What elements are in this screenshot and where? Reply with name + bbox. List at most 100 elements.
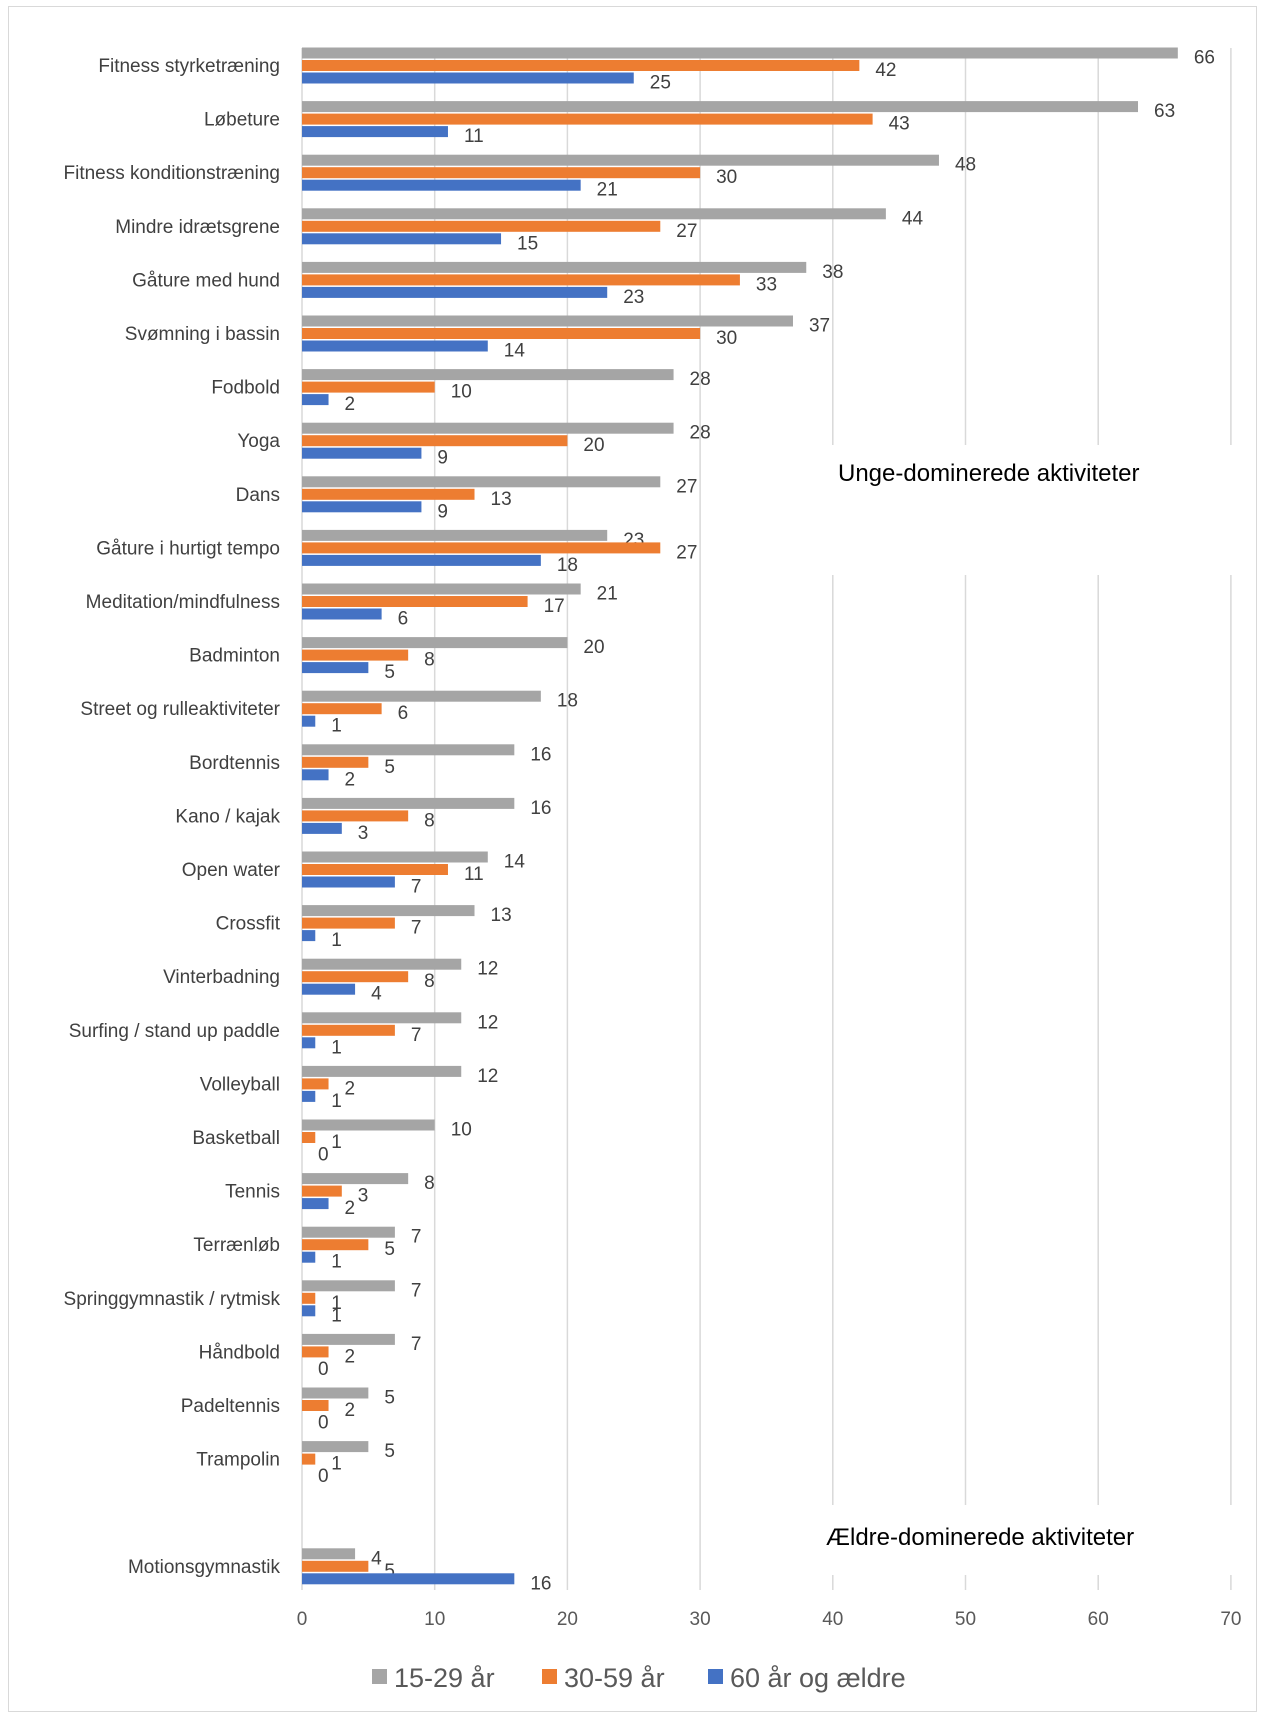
data-label: 21: [597, 584, 618, 605]
data-label: 1: [331, 1293, 342, 1314]
legend-swatch: [372, 1669, 387, 1684]
category-label: Fodbold: [211, 378, 280, 399]
category-label: Gåture i hurtigt tempo: [96, 538, 280, 559]
bar: [302, 1239, 369, 1251]
data-label: 1: [331, 716, 342, 737]
data-label: 9: [437, 448, 448, 469]
category-label: Tennis: [225, 1182, 280, 1203]
bar: [302, 1346, 329, 1358]
bar: [302, 1548, 356, 1560]
data-label: 20: [583, 637, 604, 658]
data-label: 1: [331, 1132, 342, 1153]
data-label: 23: [623, 287, 644, 308]
data-label: 11: [464, 864, 484, 885]
category-label: Motionsgymnastik: [128, 1557, 281, 1578]
category-label: Springgymnastik / rytmisk: [64, 1289, 281, 1310]
data-label: 63: [1154, 101, 1175, 122]
data-label: 8: [424, 971, 435, 992]
data-label: 7: [411, 1280, 422, 1301]
bar: [302, 1441, 369, 1453]
bar: [302, 233, 502, 245]
data-label: 12: [477, 1066, 498, 1087]
bar: [302, 1119, 435, 1131]
bar: [302, 72, 634, 84]
bar: [302, 690, 541, 702]
x-tick-label: 50: [955, 1609, 976, 1630]
data-label: 27: [676, 476, 697, 497]
data-label: 27: [676, 221, 697, 242]
x-tick-label: 0: [297, 1609, 308, 1630]
bar: [302, 435, 568, 447]
data-label: 2: [345, 1198, 356, 1219]
bar: [302, 905, 475, 917]
data-label: 0: [318, 1413, 329, 1434]
bar: [302, 447, 422, 459]
bar: [302, 797, 515, 809]
data-label: 1: [331, 1305, 342, 1326]
data-label: 42: [875, 60, 896, 81]
bar: [302, 422, 674, 434]
bar: [302, 1024, 395, 1036]
data-label: 2: [345, 769, 356, 790]
data-label: 3: [358, 823, 369, 844]
bar: [302, 1251, 316, 1263]
category-label: Fitness styrketræning: [98, 56, 280, 77]
category-label: Dans: [236, 485, 280, 506]
bar: [302, 864, 448, 875]
data-label: 7: [411, 1227, 422, 1248]
bar: [302, 756, 369, 768]
category-label: Fitness konditionstræning: [64, 163, 281, 184]
data-label: 20: [583, 435, 604, 456]
data-label: 1: [331, 930, 342, 951]
data-label: 8: [424, 810, 435, 831]
data-label: 14: [504, 852, 526, 873]
bar: [302, 583, 581, 595]
legend-label: 30-59 år: [564, 1663, 665, 1693]
data-label: 38: [822, 262, 843, 283]
data-label: 11: [464, 126, 484, 147]
data-label: 13: [491, 905, 512, 926]
bar: [302, 154, 939, 166]
category-label: Bordtennis: [189, 753, 280, 774]
data-label: 1: [331, 1037, 342, 1058]
bar: [302, 101, 1139, 113]
data-label: 3: [358, 1186, 369, 1207]
data-label: 28: [690, 369, 711, 390]
bar: [302, 1453, 316, 1465]
category-label: Basketball: [192, 1128, 280, 1149]
data-label: 16: [530, 798, 551, 819]
data-label: 1: [331, 1252, 342, 1273]
chart-frame: [8, 6, 1257, 1712]
bar: [302, 328, 701, 339]
bar: [302, 167, 701, 179]
bar: [302, 810, 409, 822]
annotation-unge: Unge-dominerede aktiviteter: [838, 460, 1140, 487]
bar: [302, 369, 674, 381]
bar: [302, 1132, 316, 1143]
x-tick-label: 30: [690, 1609, 711, 1630]
data-label: 30: [716, 167, 737, 188]
bar: [302, 1090, 316, 1102]
category-label: Trampolin: [196, 1450, 280, 1471]
bar: [302, 876, 395, 888]
data-label: 25: [650, 73, 671, 94]
data-label: 8: [424, 1173, 435, 1194]
bar: [302, 315, 793, 327]
category-label: Terrænløb: [193, 1235, 280, 1256]
data-label: 1: [331, 1091, 342, 1112]
bar: [302, 340, 488, 352]
category-label: Mindre idrætsgrene: [115, 217, 280, 238]
data-label: 1: [331, 1454, 342, 1475]
x-tick-label: 40: [822, 1609, 843, 1630]
data-label: 5: [384, 1388, 395, 1409]
bar: [302, 1226, 395, 1238]
bar: [302, 971, 409, 983]
data-label: 0: [318, 1359, 329, 1380]
category-label: Badminton: [189, 646, 280, 667]
bar: [302, 596, 528, 607]
bar: [302, 47, 1178, 59]
category-label: Crossfit: [216, 914, 281, 935]
bar: [302, 1198, 329, 1210]
bar: [302, 488, 475, 500]
category-label: Yoga: [237, 431, 280, 452]
